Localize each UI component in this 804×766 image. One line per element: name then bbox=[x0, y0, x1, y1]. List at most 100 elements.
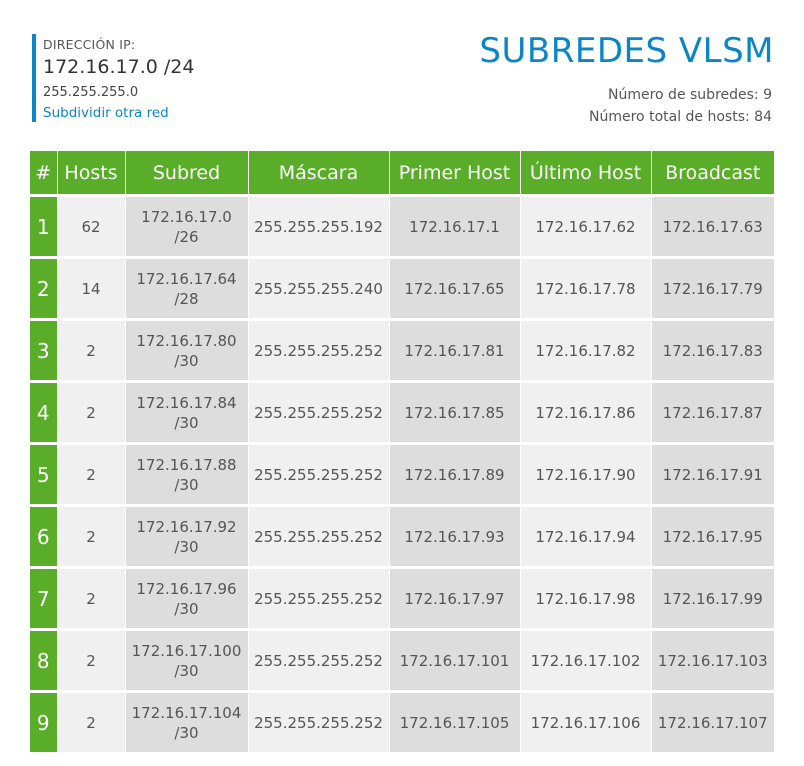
row-mask: 255.255.255.252 bbox=[248, 442, 390, 506]
row-subnet: 172.16.17.92/30 bbox=[125, 504, 249, 568]
row-number: 3 bbox=[30, 318, 58, 382]
row-hosts: 2 bbox=[57, 442, 126, 506]
row-number: 9 bbox=[30, 690, 58, 752]
table-row: 5 2 172.16.17.88/30 255.255.255.252 172.… bbox=[30, 442, 774, 506]
row-broadcast: 172.16.17.103 bbox=[651, 628, 774, 692]
row-broadcast: 172.16.17.79 bbox=[651, 256, 774, 320]
subnet-prefix: /30 bbox=[174, 537, 199, 556]
host-total: Número total de hosts: 84 bbox=[589, 109, 772, 125]
row-number: 4 bbox=[30, 380, 58, 444]
subnet-address: 172.16.17.92 bbox=[136, 517, 237, 536]
subnet-address: 172.16.17.100 bbox=[131, 641, 242, 660]
column-header-first-host: Primer Host bbox=[389, 151, 521, 196]
subnet-address: 172.16.17.0 bbox=[141, 207, 232, 226]
row-subnet: 172.16.17.96/30 bbox=[125, 566, 249, 630]
subnet-prefix: /30 bbox=[174, 475, 199, 494]
row-first-host: 172.16.17.89 bbox=[389, 442, 521, 506]
column-header-last-host: Último Host bbox=[520, 151, 652, 196]
row-hosts: 2 bbox=[57, 566, 126, 630]
row-last-host: 172.16.17.86 bbox=[520, 380, 652, 444]
subnet-prefix: /30 bbox=[174, 723, 199, 742]
subnet-prefix: /30 bbox=[174, 661, 199, 680]
row-last-host: 172.16.17.94 bbox=[520, 504, 652, 568]
subnet-count: Número de subredes: 9 bbox=[608, 87, 772, 103]
row-broadcast: 172.16.17.91 bbox=[651, 442, 774, 506]
row-last-host: 172.16.17.82 bbox=[520, 318, 652, 382]
row-last-host: 172.16.17.90 bbox=[520, 442, 652, 506]
row-first-host: 172.16.17.1 bbox=[389, 194, 521, 258]
row-broadcast: 172.16.17.95 bbox=[651, 504, 774, 568]
subnet-address: 172.16.17.88 bbox=[136, 455, 237, 474]
table-row: 1 62 172.16.17.0/26 255.255.255.192 172.… bbox=[30, 194, 774, 258]
column-header-hosts: Hosts bbox=[57, 151, 126, 196]
table-row: 6 2 172.16.17.92/30 255.255.255.252 172.… bbox=[30, 504, 774, 568]
row-mask: 255.255.255.240 bbox=[248, 256, 390, 320]
subnet-prefix: /30 bbox=[174, 599, 199, 618]
column-header-broadcast: Broadcast bbox=[651, 151, 774, 196]
row-first-host: 172.16.17.81 bbox=[389, 318, 521, 382]
row-broadcast: 172.16.17.107 bbox=[651, 690, 774, 752]
row-first-host: 172.16.17.93 bbox=[389, 504, 521, 568]
subnet-address: 172.16.17.64 bbox=[136, 269, 237, 288]
subnet-prefix: /26 bbox=[174, 227, 199, 246]
row-number: 5 bbox=[30, 442, 58, 506]
row-subnet: 172.16.17.104/30 bbox=[125, 690, 249, 752]
row-first-host: 172.16.17.105 bbox=[389, 690, 521, 752]
subnet-prefix: /28 bbox=[174, 289, 199, 308]
ip-label: DIRECCIÓN IP: bbox=[43, 37, 136, 52]
row-mask: 255.255.255.192 bbox=[248, 194, 390, 258]
row-number: 7 bbox=[30, 566, 58, 630]
row-mask: 255.255.255.252 bbox=[248, 690, 390, 752]
row-broadcast: 172.16.17.83 bbox=[651, 318, 774, 382]
row-hosts: 2 bbox=[57, 318, 126, 382]
row-last-host: 172.16.17.62 bbox=[520, 194, 652, 258]
subnet-address: 172.16.17.96 bbox=[136, 579, 237, 598]
row-mask: 255.255.255.252 bbox=[248, 628, 390, 692]
row-number: 8 bbox=[30, 628, 58, 692]
row-hosts: 2 bbox=[57, 628, 126, 692]
subnet-address: 172.16.17.84 bbox=[136, 393, 237, 412]
table-header-row: # Hosts Subred Máscara Primer Host Últim… bbox=[30, 151, 774, 196]
row-first-host: 172.16.17.101 bbox=[389, 628, 521, 692]
row-number: 6 bbox=[30, 504, 58, 568]
column-header-mask: Máscara bbox=[248, 151, 390, 196]
row-hosts: 2 bbox=[57, 380, 126, 444]
row-subnet: 172.16.17.80/30 bbox=[125, 318, 249, 382]
row-first-host: 172.16.17.65 bbox=[389, 256, 521, 320]
column-header-subnet: Subred bbox=[125, 151, 249, 196]
row-mask: 255.255.255.252 bbox=[248, 504, 390, 568]
table-row: 3 2 172.16.17.80/30 255.255.255.252 172.… bbox=[30, 318, 774, 382]
subnet-prefix: /30 bbox=[174, 351, 199, 370]
table-row: 7 2 172.16.17.96/30 255.255.255.252 172.… bbox=[30, 566, 774, 630]
row-subnet: 172.16.17.84/30 bbox=[125, 380, 249, 444]
ip-info-panel: DIRECCIÓN IP: 172.16.17.0 /24 255.255.25… bbox=[32, 34, 262, 122]
row-hosts: 62 bbox=[57, 194, 126, 258]
row-last-host: 172.16.17.78 bbox=[520, 256, 652, 320]
subnets-table: # Hosts Subred Máscara Primer Host Últim… bbox=[30, 151, 774, 752]
row-mask: 255.255.255.252 bbox=[248, 318, 390, 382]
row-hosts: 14 bbox=[57, 256, 126, 320]
row-last-host: 172.16.17.98 bbox=[520, 566, 652, 630]
row-subnet: 172.16.17.0/26 bbox=[125, 194, 249, 258]
row-broadcast: 172.16.17.87 bbox=[651, 380, 774, 444]
subdivide-another-network-link[interactable]: Subdividir otra red bbox=[43, 105, 169, 121]
row-mask: 255.255.255.252 bbox=[248, 566, 390, 630]
subnet-address: 172.16.17.80 bbox=[136, 331, 237, 350]
row-number: 1 bbox=[30, 194, 58, 258]
row-broadcast: 172.16.17.63 bbox=[651, 194, 774, 258]
row-first-host: 172.16.17.85 bbox=[389, 380, 521, 444]
column-header-number: # bbox=[30, 151, 58, 196]
row-subnet: 172.16.17.100/30 bbox=[125, 628, 249, 692]
row-subnet: 172.16.17.64/28 bbox=[125, 256, 249, 320]
table-row: 8 2 172.16.17.100/30 255.255.255.252 172… bbox=[30, 628, 774, 692]
ip-mask: 255.255.255.0 bbox=[43, 85, 139, 100]
row-first-host: 172.16.17.97 bbox=[389, 566, 521, 630]
table-row: 9 2 172.16.17.104/30 255.255.255.252 172… bbox=[30, 690, 774, 752]
ip-value: 172.16.17.0 /24 bbox=[43, 56, 195, 78]
row-mask: 255.255.255.252 bbox=[248, 380, 390, 444]
row-last-host: 172.16.17.102 bbox=[520, 628, 652, 692]
row-hosts: 2 bbox=[57, 504, 126, 568]
row-number: 2 bbox=[30, 256, 58, 320]
table-row: 4 2 172.16.17.84/30 255.255.255.252 172.… bbox=[30, 380, 774, 444]
